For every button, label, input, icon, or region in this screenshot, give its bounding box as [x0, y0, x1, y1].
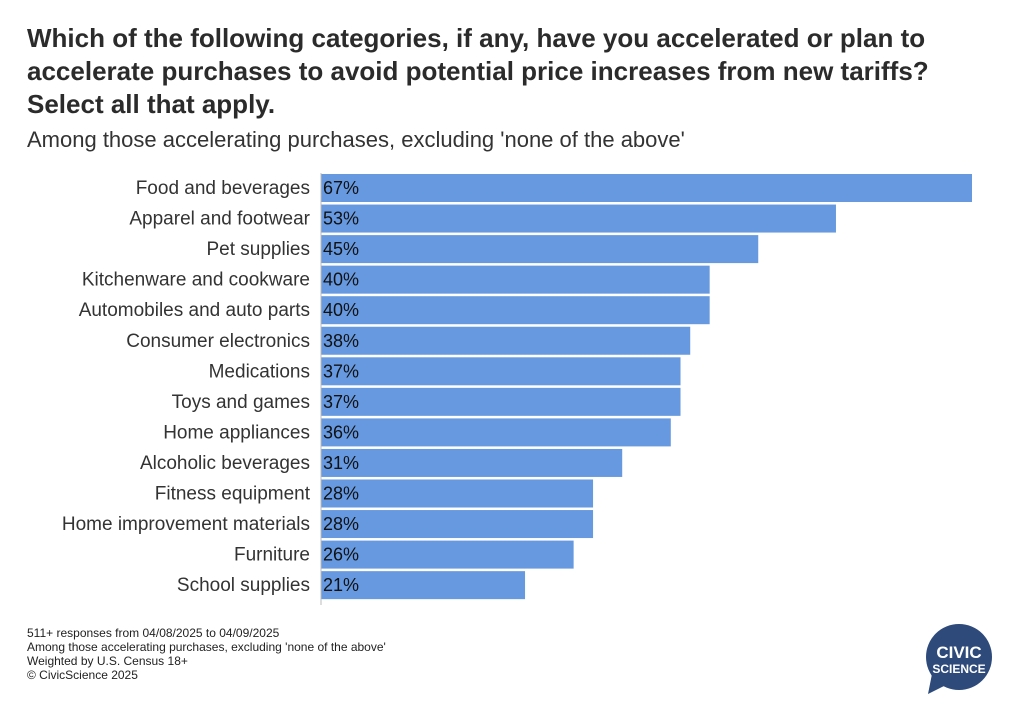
footer-notes: 511+ responses from 04/08/2025 to 04/09/… [27, 626, 386, 682]
category-label: Furniture [234, 545, 310, 566]
value-label: 38% [323, 331, 359, 351]
value-label: 36% [323, 422, 359, 442]
footer-base: Among those accelerating purchases, excl… [27, 640, 386, 654]
category-label: Alcoholic beverages [140, 453, 310, 474]
value-label: 28% [323, 484, 359, 504]
footer-responses: 511+ responses from 04/08/2025 to 04/09/… [27, 626, 280, 640]
bar-8 [321, 418, 671, 447]
bar-5 [321, 326, 691, 355]
category-label: Food and beverages [136, 178, 310, 199]
category-label: Home improvement materials [62, 514, 310, 535]
bar-1 [321, 204, 836, 233]
bar-12 [321, 540, 574, 569]
footer-copyright: © CivicScience 2025 [27, 668, 138, 682]
category-label: Medications [209, 361, 310, 382]
category-label: Automobiles and auto parts [79, 300, 310, 321]
bar-6 [321, 357, 681, 386]
value-label: 31% [323, 453, 359, 473]
bar-0 [321, 174, 972, 202]
value-label: 40% [323, 300, 359, 320]
bar-3 [321, 265, 710, 294]
bar-11 [321, 510, 594, 539]
value-label: 67% [323, 178, 359, 198]
chart-subtitle: Among those accelerating purchases, excl… [27, 127, 685, 152]
category-label: School supplies [177, 575, 310, 596]
bars-layer: Food and beverages 67% Apparel and footwea… [62, 174, 972, 600]
footer-weighting: Weighted by U.S. Census 18+ [27, 654, 188, 668]
chart-title: Which of the following categories, if an… [27, 23, 929, 119]
logo-text-civic: CIVIC [936, 643, 981, 662]
category-label: Kitchenware and cookware [82, 270, 310, 291]
category-label: Apparel and footwear [129, 209, 310, 230]
bar-chart: Food and beverages 67% Apparel and footwea… [62, 173, 972, 605]
value-label: 53% [323, 209, 359, 229]
category-label: Fitness equipment [155, 484, 311, 505]
bar-9 [321, 448, 623, 477]
category-label: Home appliances [163, 422, 310, 443]
value-label: 21% [323, 575, 359, 595]
civicscience-logo: CIVIC SCIENCE [926, 624, 992, 694]
category-label: Consumer electronics [126, 331, 310, 352]
value-label: 40% [323, 270, 359, 290]
value-label: 37% [323, 361, 359, 381]
logo-text-science: SCIENCE [932, 662, 985, 676]
value-label: 45% [323, 239, 359, 259]
category-label: Pet supplies [206, 239, 310, 260]
value-label: 26% [323, 545, 359, 565]
bar-2 [321, 235, 759, 264]
category-label: Toys and games [172, 392, 310, 413]
logo-speech-tail [928, 674, 948, 694]
bar-13 [321, 571, 526, 600]
logo-circle [926, 624, 992, 690]
bar-10 [321, 479, 594, 508]
value-label: 37% [323, 392, 359, 412]
value-label: 28% [323, 514, 359, 534]
bar-7 [321, 387, 681, 416]
bar-4 [321, 296, 710, 325]
